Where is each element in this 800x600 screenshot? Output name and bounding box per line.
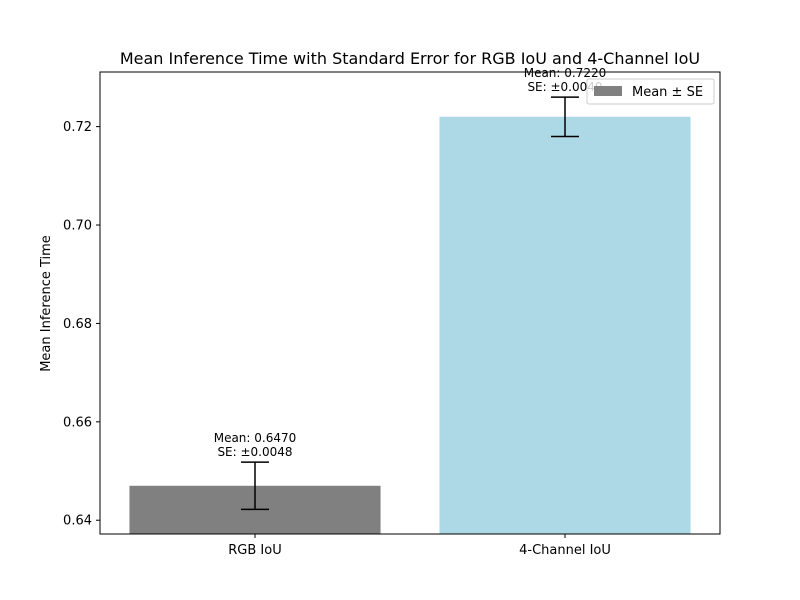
y-tick-label: 0.66: [63, 415, 92, 430]
legend-label: Mean ± SE: [632, 85, 703, 100]
x-tick-label: 4-Channel IoU: [519, 543, 611, 558]
y-axis-label: Mean Inference Time: [39, 235, 54, 372]
y-tick-label: 0.72: [63, 120, 92, 135]
y-tick-label: 0.64: [63, 514, 92, 529]
data-label-mean: Mean: 0.7220: [524, 66, 607, 80]
x-tick-label: RGB IoU: [228, 543, 281, 558]
data-label-mean: Mean: 0.6470: [214, 431, 297, 445]
y-tick-label: 0.70: [63, 219, 92, 234]
y-tick-label: 0.68: [63, 317, 92, 332]
data-label-se: SE: ±0.0048: [217, 445, 292, 459]
legend-box: [586, 78, 715, 105]
plot-frame: [99, 71, 721, 535]
legend-swatch: [594, 86, 622, 96]
bar: [439, 116, 691, 534]
legend: Mean ± SE: [586, 78, 715, 105]
chart-title: Mean Inference Time with Standard Error …: [120, 49, 700, 68]
data-label-se: SE: ±0.0040: [527, 80, 602, 94]
